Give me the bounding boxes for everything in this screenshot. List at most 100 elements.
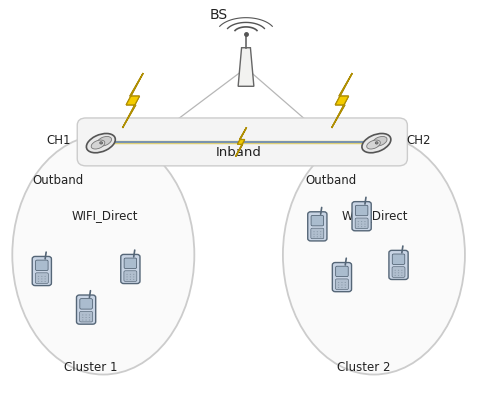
Circle shape <box>338 287 339 288</box>
Circle shape <box>375 143 378 145</box>
Circle shape <box>401 275 402 276</box>
FancyBboxPatch shape <box>124 258 137 269</box>
Circle shape <box>341 285 342 286</box>
Circle shape <box>364 226 366 228</box>
Text: WIFI_Direct: WIFI_Direct <box>71 208 138 221</box>
Circle shape <box>361 224 362 225</box>
Circle shape <box>133 279 134 280</box>
Circle shape <box>401 273 402 274</box>
Circle shape <box>398 275 399 276</box>
FancyBboxPatch shape <box>76 295 96 324</box>
Circle shape <box>89 320 90 321</box>
Circle shape <box>395 270 396 271</box>
FancyBboxPatch shape <box>80 311 92 322</box>
FancyBboxPatch shape <box>352 202 371 231</box>
Circle shape <box>361 226 362 228</box>
Circle shape <box>44 279 46 280</box>
FancyBboxPatch shape <box>336 279 348 290</box>
Circle shape <box>401 270 402 271</box>
Circle shape <box>338 285 339 286</box>
FancyBboxPatch shape <box>355 206 368 216</box>
FancyBboxPatch shape <box>35 273 48 284</box>
Circle shape <box>313 237 315 238</box>
Ellipse shape <box>283 136 465 375</box>
Polygon shape <box>332 74 352 128</box>
Circle shape <box>41 281 42 282</box>
Circle shape <box>398 270 399 271</box>
FancyBboxPatch shape <box>311 216 324 226</box>
Circle shape <box>338 282 339 283</box>
Circle shape <box>86 317 87 318</box>
Circle shape <box>358 224 359 225</box>
Circle shape <box>41 279 42 280</box>
Circle shape <box>364 224 366 225</box>
FancyBboxPatch shape <box>392 267 405 278</box>
Text: WIFI_Direct: WIFI_Direct <box>342 208 408 221</box>
Ellipse shape <box>372 137 387 147</box>
Circle shape <box>86 320 87 321</box>
Circle shape <box>344 282 346 283</box>
Circle shape <box>44 276 46 277</box>
FancyBboxPatch shape <box>124 271 137 282</box>
Circle shape <box>38 281 39 282</box>
Circle shape <box>89 317 90 318</box>
Ellipse shape <box>91 141 105 150</box>
FancyBboxPatch shape <box>77 119 407 166</box>
FancyBboxPatch shape <box>308 212 327 241</box>
Ellipse shape <box>97 137 112 147</box>
Circle shape <box>344 287 346 288</box>
Circle shape <box>320 237 321 238</box>
Text: Inband: Inband <box>215 145 262 158</box>
Circle shape <box>358 226 359 228</box>
Circle shape <box>38 276 39 277</box>
FancyBboxPatch shape <box>389 251 408 280</box>
Circle shape <box>344 285 346 286</box>
Text: CH2: CH2 <box>406 133 430 146</box>
Circle shape <box>38 279 39 280</box>
Ellipse shape <box>362 134 391 153</box>
Polygon shape <box>123 74 143 128</box>
Circle shape <box>126 279 128 280</box>
FancyBboxPatch shape <box>80 299 92 309</box>
FancyBboxPatch shape <box>355 218 368 229</box>
Ellipse shape <box>87 134 115 153</box>
Ellipse shape <box>367 141 380 150</box>
Circle shape <box>133 274 134 275</box>
Circle shape <box>126 277 128 278</box>
Circle shape <box>130 279 131 280</box>
Circle shape <box>44 281 46 282</box>
FancyBboxPatch shape <box>336 266 348 277</box>
Polygon shape <box>238 49 254 87</box>
Text: BS: BS <box>210 9 228 22</box>
Circle shape <box>41 276 42 277</box>
Circle shape <box>82 320 84 321</box>
FancyBboxPatch shape <box>332 263 352 292</box>
Circle shape <box>130 274 131 275</box>
Circle shape <box>398 273 399 274</box>
Polygon shape <box>236 128 246 157</box>
Circle shape <box>341 282 342 283</box>
Circle shape <box>341 287 342 288</box>
Polygon shape <box>123 74 143 128</box>
Circle shape <box>133 277 134 278</box>
Circle shape <box>395 273 396 274</box>
Circle shape <box>130 277 131 278</box>
FancyBboxPatch shape <box>121 255 140 284</box>
FancyBboxPatch shape <box>392 254 405 265</box>
Polygon shape <box>236 128 246 157</box>
FancyBboxPatch shape <box>32 257 52 286</box>
Text: Cluster 2: Cluster 2 <box>338 360 391 373</box>
FancyBboxPatch shape <box>35 260 48 271</box>
Polygon shape <box>332 74 352 128</box>
Circle shape <box>317 234 318 235</box>
Ellipse shape <box>12 136 194 375</box>
Circle shape <box>82 317 84 318</box>
Text: CH1: CH1 <box>47 133 71 146</box>
FancyBboxPatch shape <box>311 228 324 239</box>
Circle shape <box>313 234 315 235</box>
Circle shape <box>395 275 396 276</box>
Circle shape <box>100 143 102 145</box>
Text: Outband: Outband <box>32 174 83 187</box>
Text: Outband: Outband <box>305 174 356 187</box>
Circle shape <box>320 234 321 235</box>
